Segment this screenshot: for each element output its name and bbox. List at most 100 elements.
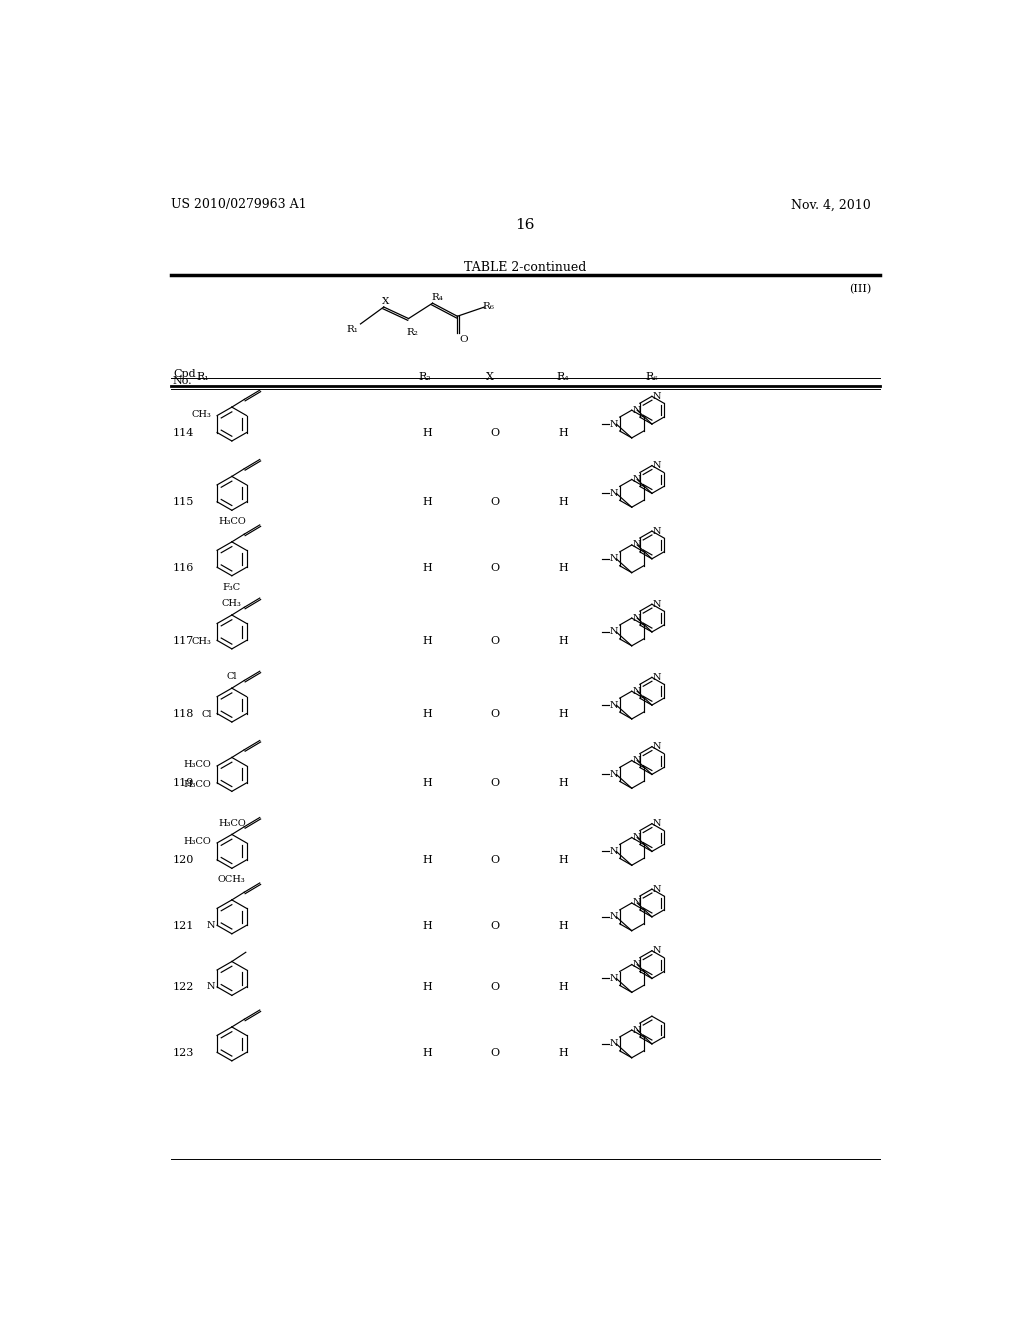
Text: R₆: R₆ <box>646 372 658 383</box>
Text: N: N <box>609 701 617 710</box>
Text: X: X <box>486 372 494 383</box>
Text: N: N <box>633 475 641 484</box>
Text: No.: No. <box>173 376 193 385</box>
Text: 115: 115 <box>173 498 195 507</box>
Text: N: N <box>609 420 617 429</box>
Text: N: N <box>652 599 662 609</box>
Text: H: H <box>423 779 432 788</box>
Text: H: H <box>423 1048 432 1057</box>
Text: 123: 123 <box>173 1048 195 1057</box>
Text: O: O <box>489 498 499 507</box>
Text: N: N <box>609 1039 617 1048</box>
Text: R₂: R₂ <box>407 327 418 337</box>
Text: O: O <box>489 636 499 645</box>
Text: 16: 16 <box>515 218 535 232</box>
Text: N: N <box>609 912 617 921</box>
Text: H₃CO: H₃CO <box>183 760 212 770</box>
Text: H: H <box>423 982 432 993</box>
Text: H: H <box>423 855 432 865</box>
Text: H: H <box>558 779 568 788</box>
Text: N: N <box>609 847 617 855</box>
Text: O: O <box>489 709 499 719</box>
Text: R₂: R₂ <box>419 372 431 383</box>
Text: H: H <box>423 562 432 573</box>
Text: N: N <box>633 614 641 623</box>
Text: N: N <box>609 770 617 779</box>
Text: N: N <box>609 554 617 564</box>
Text: N: N <box>609 627 617 636</box>
Text: Nov. 4, 2010: Nov. 4, 2010 <box>791 198 870 211</box>
Text: H: H <box>558 855 568 865</box>
Text: (III): (III) <box>849 284 871 294</box>
Text: Cl: Cl <box>201 710 212 719</box>
Text: 120: 120 <box>173 855 195 865</box>
Text: N: N <box>609 488 617 498</box>
Text: R₁: R₁ <box>346 326 358 334</box>
Text: H: H <box>423 498 432 507</box>
Text: N: N <box>633 899 641 907</box>
Text: H₃CO: H₃CO <box>218 818 246 828</box>
Text: O: O <box>489 855 499 865</box>
Text: N: N <box>633 1026 641 1035</box>
Text: N: N <box>652 742 662 751</box>
Text: N: N <box>652 392 662 401</box>
Text: N: N <box>633 833 641 842</box>
Text: H₃CO: H₃CO <box>218 517 246 527</box>
Text: CH₃: CH₃ <box>191 411 212 418</box>
Text: H: H <box>558 709 568 719</box>
Text: O: O <box>489 982 499 993</box>
Text: X: X <box>382 297 389 306</box>
Text: 118: 118 <box>173 709 195 719</box>
Text: 116: 116 <box>173 562 195 573</box>
Text: H₃CO: H₃CO <box>183 837 212 846</box>
Text: H: H <box>423 636 432 645</box>
Text: R₄: R₄ <box>557 372 569 383</box>
Text: R₁: R₁ <box>197 372 209 383</box>
Text: H: H <box>558 562 568 573</box>
Text: N: N <box>633 960 641 969</box>
Text: N: N <box>207 982 215 991</box>
Text: 119: 119 <box>173 779 195 788</box>
Text: US 2010/0279963 A1: US 2010/0279963 A1 <box>171 198 306 211</box>
Text: H₃CO: H₃CO <box>183 780 212 788</box>
Text: Cpd: Cpd <box>173 368 196 379</box>
Text: O: O <box>489 921 499 931</box>
Text: CH₃: CH₃ <box>222 599 242 609</box>
Text: H: H <box>423 921 432 931</box>
Text: H: H <box>558 498 568 507</box>
Text: N: N <box>652 884 662 894</box>
Text: H: H <box>558 428 568 438</box>
Text: O: O <box>489 428 499 438</box>
Text: N: N <box>652 527 662 536</box>
Text: N: N <box>207 921 215 929</box>
Text: N: N <box>652 461 662 470</box>
Text: N: N <box>633 405 641 414</box>
Text: 117: 117 <box>173 636 195 645</box>
Text: OCH₃: OCH₃ <box>218 875 246 884</box>
Text: F₃C: F₃C <box>223 582 241 591</box>
Text: N: N <box>652 820 662 828</box>
Text: H: H <box>558 921 568 931</box>
Text: O: O <box>489 562 499 573</box>
Text: Cl: Cl <box>226 672 238 681</box>
Text: 114: 114 <box>173 428 195 438</box>
Text: H: H <box>558 982 568 993</box>
Text: 122: 122 <box>173 982 195 993</box>
Text: H: H <box>423 709 432 719</box>
Text: TABLE 2-continued: TABLE 2-continued <box>464 261 586 273</box>
Text: R₆: R₆ <box>483 302 495 312</box>
Text: O: O <box>489 779 499 788</box>
Text: N: N <box>652 946 662 956</box>
Text: N: N <box>633 686 641 696</box>
Text: N: N <box>609 974 617 983</box>
Text: CH₃: CH₃ <box>191 638 212 645</box>
Text: N: N <box>652 673 662 682</box>
Text: N: N <box>633 540 641 549</box>
Text: R₄: R₄ <box>431 293 443 302</box>
Text: H: H <box>423 428 432 438</box>
Text: O: O <box>489 1048 499 1057</box>
Text: O: O <box>459 335 468 345</box>
Text: N: N <box>633 756 641 766</box>
Text: H: H <box>558 636 568 645</box>
Text: H: H <box>558 1048 568 1057</box>
